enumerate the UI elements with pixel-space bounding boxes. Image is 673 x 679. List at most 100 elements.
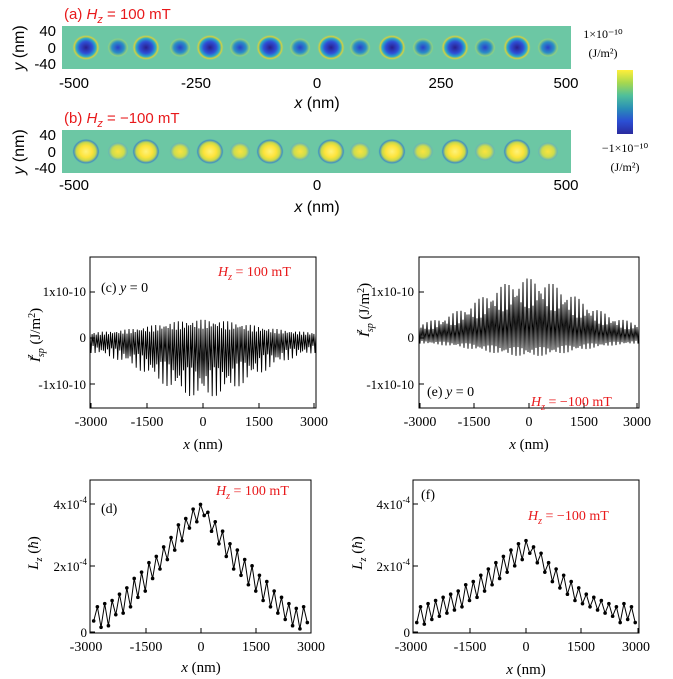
panel-e-xlabel: x (nm) (508, 437, 549, 453)
panel-e-xtick-m3000: -3000 (404, 415, 437, 430)
map-b-xlabel: x (nm) (293, 199, 339, 216)
vortex-5 (196, 34, 224, 61)
panel-f-xtick-1500: 1500 (567, 640, 595, 655)
panel-f-field-label: Hz = −100 mT (527, 509, 609, 527)
data-point-1 (91, 619, 96, 623)
panel-c-field-label: Hz = 100 mT (217, 265, 291, 283)
panel-c-xlabel: x (nm) (182, 437, 223, 453)
data-point-14 (463, 582, 468, 587)
vortex-15 (503, 138, 531, 165)
panel-e-xtick-m1500: -1500 (458, 415, 491, 430)
vortex-11 (378, 138, 406, 165)
panel-d-ytick-0: 0 (81, 625, 88, 640)
data-point-11 (452, 608, 457, 612)
panel-d-ytick-2: 2x10-4 (54, 557, 88, 574)
panel-f-trace (414, 538, 638, 626)
data-point-44 (576, 586, 581, 590)
panel-e-trace (419, 278, 639, 356)
data-point-28 (191, 507, 195, 511)
data-point-21 (165, 557, 170, 562)
vortex-8 (289, 141, 311, 162)
data-point-29 (520, 557, 525, 562)
vortex-6 (229, 37, 251, 58)
series-line (416, 540, 636, 625)
data-point-14 (139, 570, 144, 574)
data-point-7 (113, 612, 118, 617)
vortex-13 (441, 138, 469, 165)
data-point-50 (272, 589, 276, 593)
series-line (93, 502, 308, 629)
data-point-47 (588, 605, 592, 609)
data-point-11 (128, 605, 133, 609)
data-point-23 (172, 548, 177, 552)
data-point-24 (501, 554, 506, 559)
data-point-54 (287, 601, 291, 606)
data-point-27 (187, 526, 192, 530)
data-point-12 (456, 589, 461, 593)
data-point-57 (625, 617, 630, 622)
panel-e-field-label: Hz = −100 mT (530, 395, 612, 413)
data-point-26 (509, 548, 513, 552)
panel-d-xtick-m1500: -1500 (130, 640, 163, 655)
data-point-20 (161, 545, 166, 549)
data-point-38 (554, 567, 558, 571)
panel-f-ytick-4: 4x10-4 (377, 495, 411, 512)
panel-d-ytick-4: 4x10-4 (54, 495, 88, 512)
map-a-vortices (72, 34, 559, 61)
data-point-31 (527, 551, 532, 556)
data-point-52 (279, 595, 284, 600)
vortex-5 (196, 138, 224, 165)
map-a-ytick-0: 0 (48, 40, 56, 57)
map-a-label: (a) Hz = 100 mT (64, 6, 171, 26)
data-point-43 (246, 582, 251, 587)
data-point-16 (471, 579, 476, 584)
data-point-34 (539, 551, 543, 556)
map-a-xlabel: x (nm) (293, 95, 339, 112)
panel-d-trace (91, 502, 310, 631)
panel-c-xtick-0: 0 (200, 415, 207, 430)
data-point-39 (231, 567, 236, 571)
vortex-2 (107, 141, 129, 162)
panel-f: (f) Hz = −100 mT 4x10-4 2x10-4 0 Lz (ħ) … (350, 479, 650, 678)
panel-d-xtick-0: 0 (198, 640, 205, 655)
vortex-9 (317, 138, 345, 165)
map-a-xtick-0: 0 (313, 75, 321, 92)
panel-e-xtick-1500: 1500 (570, 415, 598, 430)
data-point-33 (209, 529, 214, 533)
panel-f-xtick-3000: 3000 (622, 640, 650, 655)
data-point-1 (414, 620, 419, 625)
data-point-13 (460, 605, 464, 609)
data-point-44 (250, 564, 254, 568)
panel-f-xtick-0: 0 (523, 640, 530, 655)
data-point-36 (220, 529, 225, 533)
map-a-ytick-m40: -40 (34, 56, 56, 73)
panel-f-xtick-m3000: -3000 (395, 640, 428, 655)
data-point-5 (430, 617, 434, 622)
data-point-8 (117, 592, 122, 596)
vortex-7 (256, 34, 284, 61)
data-point-15 (467, 598, 472, 603)
data-point-58 (629, 605, 634, 609)
data-point-24 (176, 523, 181, 527)
map-b-xtick-500: 500 (553, 177, 578, 194)
vortex-14 (474, 141, 496, 162)
data-point-48 (592, 595, 596, 600)
map-a-xtick-250: 250 (428, 75, 453, 92)
data-point-35 (217, 542, 221, 546)
panel-e-ytick-m1: -1x10-10 (366, 377, 414, 392)
data-point-46 (584, 592, 589, 596)
panel-d-ylabel: Lz (ħ) (26, 536, 45, 571)
map-b-xtick-m500: -500 (59, 177, 89, 194)
data-point-2 (418, 605, 423, 609)
map-b: (b) Hz = −100 mT y (nm) 40 0 -40 -500 0 … (11, 110, 579, 216)
data-point-53 (283, 617, 288, 622)
map-a-xtick-m250: -250 (181, 75, 211, 92)
map-b-ytick-m40: -40 (34, 160, 56, 177)
data-point-39 (558, 586, 562, 590)
panel-d: (d) Hz = 100 mT 4x10-4 2x10-4 0 Lz (ħ) -… (26, 479, 325, 676)
data-point-50 (599, 598, 604, 603)
data-point-57 (298, 627, 302, 631)
vortex-16 (537, 141, 559, 162)
vortex-15 (503, 34, 531, 61)
data-point-56 (622, 601, 626, 606)
